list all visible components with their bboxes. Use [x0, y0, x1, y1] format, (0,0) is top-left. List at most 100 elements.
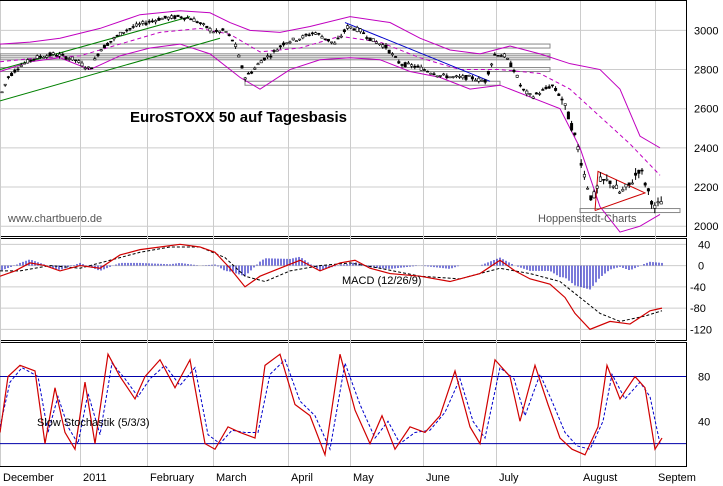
candle-body	[275, 49, 279, 52]
candle-body	[544, 86, 548, 90]
candle-body	[384, 44, 388, 49]
candle-body	[138, 23, 142, 26]
candle-body	[294, 40, 298, 42]
candle-body	[90, 67, 94, 70]
candle-body	[653, 204, 657, 209]
candle-body	[381, 44, 385, 48]
stoch-tick-label: 80	[698, 372, 710, 384]
candle-body	[150, 20, 154, 23]
candle-body	[246, 72, 250, 75]
macd-tick-label: -120	[690, 324, 712, 336]
x-tick-label: 2011	[83, 472, 107, 484]
candle-body	[400, 64, 404, 66]
candle-body	[298, 38, 302, 41]
candle-body	[618, 191, 622, 194]
candle-body	[435, 75, 439, 78]
candle-body	[314, 32, 318, 35]
candle-body	[22, 62, 26, 65]
candle-body	[58, 53, 62, 57]
gridlines	[0, 1, 686, 466]
candle-body	[560, 98, 564, 101]
candle-body	[80, 62, 84, 67]
candle-body	[176, 14, 180, 17]
candle-body	[250, 71, 254, 74]
candle-body	[557, 93, 561, 96]
macd-tick-label: 40	[698, 239, 710, 251]
candle-body	[134, 23, 138, 27]
candle-body	[48, 52, 52, 56]
candle-body	[643, 182, 647, 186]
candle-body	[531, 96, 535, 99]
candle-body	[330, 41, 334, 44]
candle-body	[358, 28, 362, 33]
candle-body	[202, 23, 206, 25]
candle-body	[522, 88, 526, 91]
candle-body	[490, 63, 494, 66]
candle-body	[86, 66, 90, 69]
candle-body	[16, 68, 20, 71]
trendline	[344, 22, 491, 82]
candle-body	[368, 37, 372, 41]
candle-body	[378, 43, 382, 46]
price-tick-label: 2800	[694, 65, 718, 77]
candle-body	[221, 28, 225, 31]
chart-title: EuroSTOXX 50 auf Tagesbasis	[130, 109, 347, 126]
candle-body	[467, 74, 471, 77]
candle-body	[429, 72, 433, 75]
x-tick-label: Septem	[658, 472, 696, 484]
candle-body	[256, 63, 260, 66]
candle-body	[611, 185, 615, 188]
candle-body	[218, 30, 222, 33]
candle-body	[582, 174, 586, 178]
candle-body	[371, 38, 375, 42]
x-tick-label: December	[3, 472, 54, 484]
candle-body	[579, 162, 583, 166]
candle-body	[253, 67, 257, 70]
candle-body	[659, 201, 663, 205]
candle-body	[442, 73, 446, 76]
candle-body	[51, 52, 55, 55]
candle-body	[29, 59, 33, 62]
support-line	[0, 67, 551, 73]
support-line	[0, 43, 551, 49]
candle-body	[13, 69, 17, 73]
candle-body	[573, 132, 577, 135]
candle-body	[640, 169, 644, 172]
candle-body	[170, 15, 174, 19]
x-tick-label: April	[291, 472, 313, 484]
candle-body	[470, 76, 474, 80]
candle-body	[352, 28, 356, 31]
candle-body	[272, 50, 276, 52]
candle-body	[365, 37, 369, 39]
candle-body	[326, 38, 330, 42]
candle-body	[499, 55, 503, 57]
candle-body	[602, 179, 606, 181]
price-tick-label: 2400	[694, 143, 718, 155]
candle-body	[458, 75, 462, 78]
candle-body	[189, 18, 193, 21]
candle-body	[339, 35, 343, 38]
price-tick-label: 3000	[694, 25, 718, 37]
candle-body	[214, 29, 218, 32]
candle-body	[554, 88, 558, 91]
candle-body	[448, 76, 452, 79]
candle-body	[307, 34, 311, 37]
candle-body	[157, 17, 161, 21]
macd-tick-label: 0	[698, 261, 704, 273]
price-tick-label: 2600	[694, 104, 718, 116]
candle-body	[480, 80, 484, 82]
candle-body	[227, 34, 231, 37]
candle-body	[83, 67, 87, 70]
candle-body	[262, 57, 266, 61]
candle-body	[323, 38, 327, 41]
candle-body	[403, 62, 407, 67]
macd-line	[0, 243, 663, 331]
candle-body	[93, 58, 97, 61]
candle-body	[45, 55, 49, 58]
candle-body	[387, 49, 391, 54]
candle-body	[74, 59, 78, 62]
candle-body	[419, 66, 423, 71]
macd-label: MACD (12/26/9)	[342, 275, 421, 287]
stoch-panel	[0, 342, 687, 467]
candle-body	[592, 191, 596, 199]
